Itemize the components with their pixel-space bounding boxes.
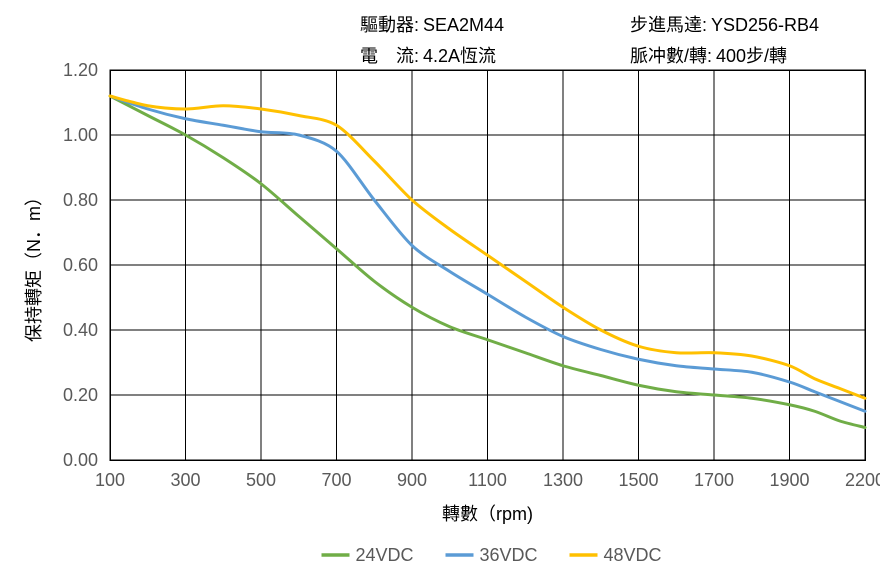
- x-tick-label: 1700: [694, 470, 734, 490]
- y-tick-label: 0.20: [63, 385, 98, 405]
- x-tick-label: 1100: [468, 470, 507, 490]
- y-tick-label: 0.00: [63, 450, 98, 470]
- driver-label: 驅動器:: [360, 10, 419, 41]
- torque-chart: 100 300 500 700 900 1100 1300 1500 1700 1900 2200 0…: [10, 60, 880, 580]
- x-tick-label: 2200: [845, 470, 880, 490]
- y-tick-label: 0.60: [63, 255, 98, 275]
- legend-label-24VDC: 24VDC: [356, 545, 414, 565]
- legend-label-48VDC: 48VDC: [604, 545, 662, 565]
- motor-value: YSD256-RB4: [711, 10, 819, 41]
- motor-label: 步進馬達:: [630, 10, 707, 41]
- legend-label-36VDC: 36VDC: [480, 545, 538, 565]
- y-tick-label: 1.20: [63, 60, 98, 80]
- y-tick-label: 0.40: [63, 320, 98, 340]
- driver-value: SEA2M44: [423, 10, 504, 41]
- x-tick-label: 900: [397, 470, 427, 490]
- x-tick-label: 300: [170, 470, 200, 490]
- y-tick-label: 0.80: [63, 190, 98, 210]
- y-axis-label: 保持轉矩（N．m）: [24, 188, 44, 342]
- x-tick-label: 700: [321, 470, 351, 490]
- x-tick-label: 100: [95, 470, 125, 490]
- meta-row-1: 驅動器: SEA2M44 步進馬達: YSD256-RB4: [360, 10, 859, 41]
- x-axis-label: 轉數（rpm): [442, 504, 533, 524]
- x-tick-label: 1900: [769, 470, 809, 490]
- x-tick-label: 500: [246, 470, 276, 490]
- x-tick-label: 1300: [543, 470, 583, 490]
- x-tick-label: 1500: [618, 470, 658, 490]
- y-tick-label: 1.00: [63, 125, 98, 145]
